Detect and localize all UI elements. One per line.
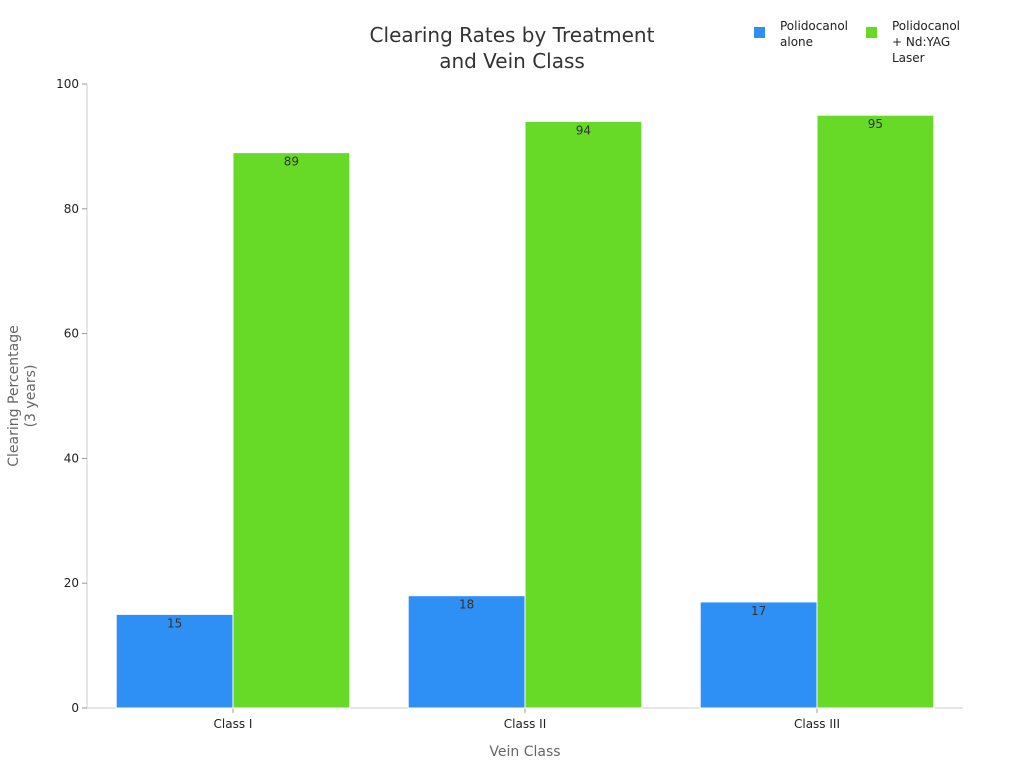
bar-series-1-class-iii bbox=[699, 601, 818, 709]
legend-label-line: alone bbox=[780, 35, 813, 49]
legend-swatch-series-1 bbox=[754, 27, 765, 38]
chart-title-line: and Vein Class bbox=[439, 49, 585, 73]
bar-series-2-class-iii bbox=[816, 114, 935, 709]
y-tick-label: 20 bbox=[64, 576, 79, 590]
y-axis-title-line: Clearing Percentage bbox=[6, 325, 22, 466]
chart-legend: Polidocanol alone Polidocanol + Nd:YAG Laser bbox=[754, 19, 960, 65]
legend-swatch-series-2 bbox=[866, 27, 877, 38]
legend-label-line: Polidocanol bbox=[892, 19, 960, 33]
bar-series-1-class-i bbox=[115, 613, 234, 709]
x-axis: Class I Class II Class III bbox=[87, 707, 963, 731]
bar-series-2-class-i bbox=[232, 152, 351, 709]
axis-titles: Vein Class Clearing Percentage(3 years) bbox=[6, 325, 561, 760]
legend-label-line: Polidocanol bbox=[780, 19, 848, 33]
legend-label-series-1: Polidocanol alone bbox=[780, 19, 848, 49]
y-tick-label: 40 bbox=[64, 451, 79, 465]
bar-series-2-class-ii bbox=[524, 120, 643, 709]
chart-title-line: Clearing Rates by Treatment bbox=[370, 23, 655, 47]
legend-label-line: Laser bbox=[892, 51, 925, 65]
x-tick-label-class-i: Class I bbox=[214, 717, 253, 731]
data-label-series-2-class-i: 89 bbox=[284, 155, 299, 169]
y-axis-title: Clearing Percentage(3 years) bbox=[6, 325, 39, 466]
x-axis-title: Vein Class bbox=[489, 744, 560, 760]
y-axis-title-line: (3 years) bbox=[23, 365, 39, 428]
data-label-series-1-class-i: 15 bbox=[167, 616, 182, 630]
chart-title: Clearing Rates by Treatment and Vein Clas… bbox=[370, 23, 655, 73]
legend-label-series-2: Polidocanol + Nd:YAG Laser bbox=[892, 19, 960, 65]
chart-title-text: Clearing Rates by Treatment and Vein Clas… bbox=[370, 23, 655, 73]
y-tick-label: 0 bbox=[71, 701, 79, 715]
legend-label-line: + Nd:YAG bbox=[892, 35, 950, 49]
data-label-series-2-class-iii: 95 bbox=[868, 117, 883, 131]
x-tick-label-class-iii: Class III bbox=[794, 717, 840, 731]
y-tick-label: 100 bbox=[56, 77, 79, 91]
bar-series-1-class-ii bbox=[407, 595, 526, 709]
y-axis: 0 20 40 60 80 100 bbox=[56, 77, 88, 715]
bars bbox=[115, 114, 935, 709]
x-tick-label-class-ii: Class II bbox=[504, 717, 546, 731]
data-label-series-2-class-ii: 94 bbox=[576, 123, 591, 137]
data-label-series-1-class-ii: 18 bbox=[459, 598, 474, 612]
y-tick-label: 80 bbox=[64, 202, 79, 216]
data-labels: 15 89 18 94 17 95 bbox=[167, 117, 883, 630]
y-tick-label: 60 bbox=[64, 327, 79, 341]
data-label-series-1-class-iii: 17 bbox=[751, 604, 766, 618]
